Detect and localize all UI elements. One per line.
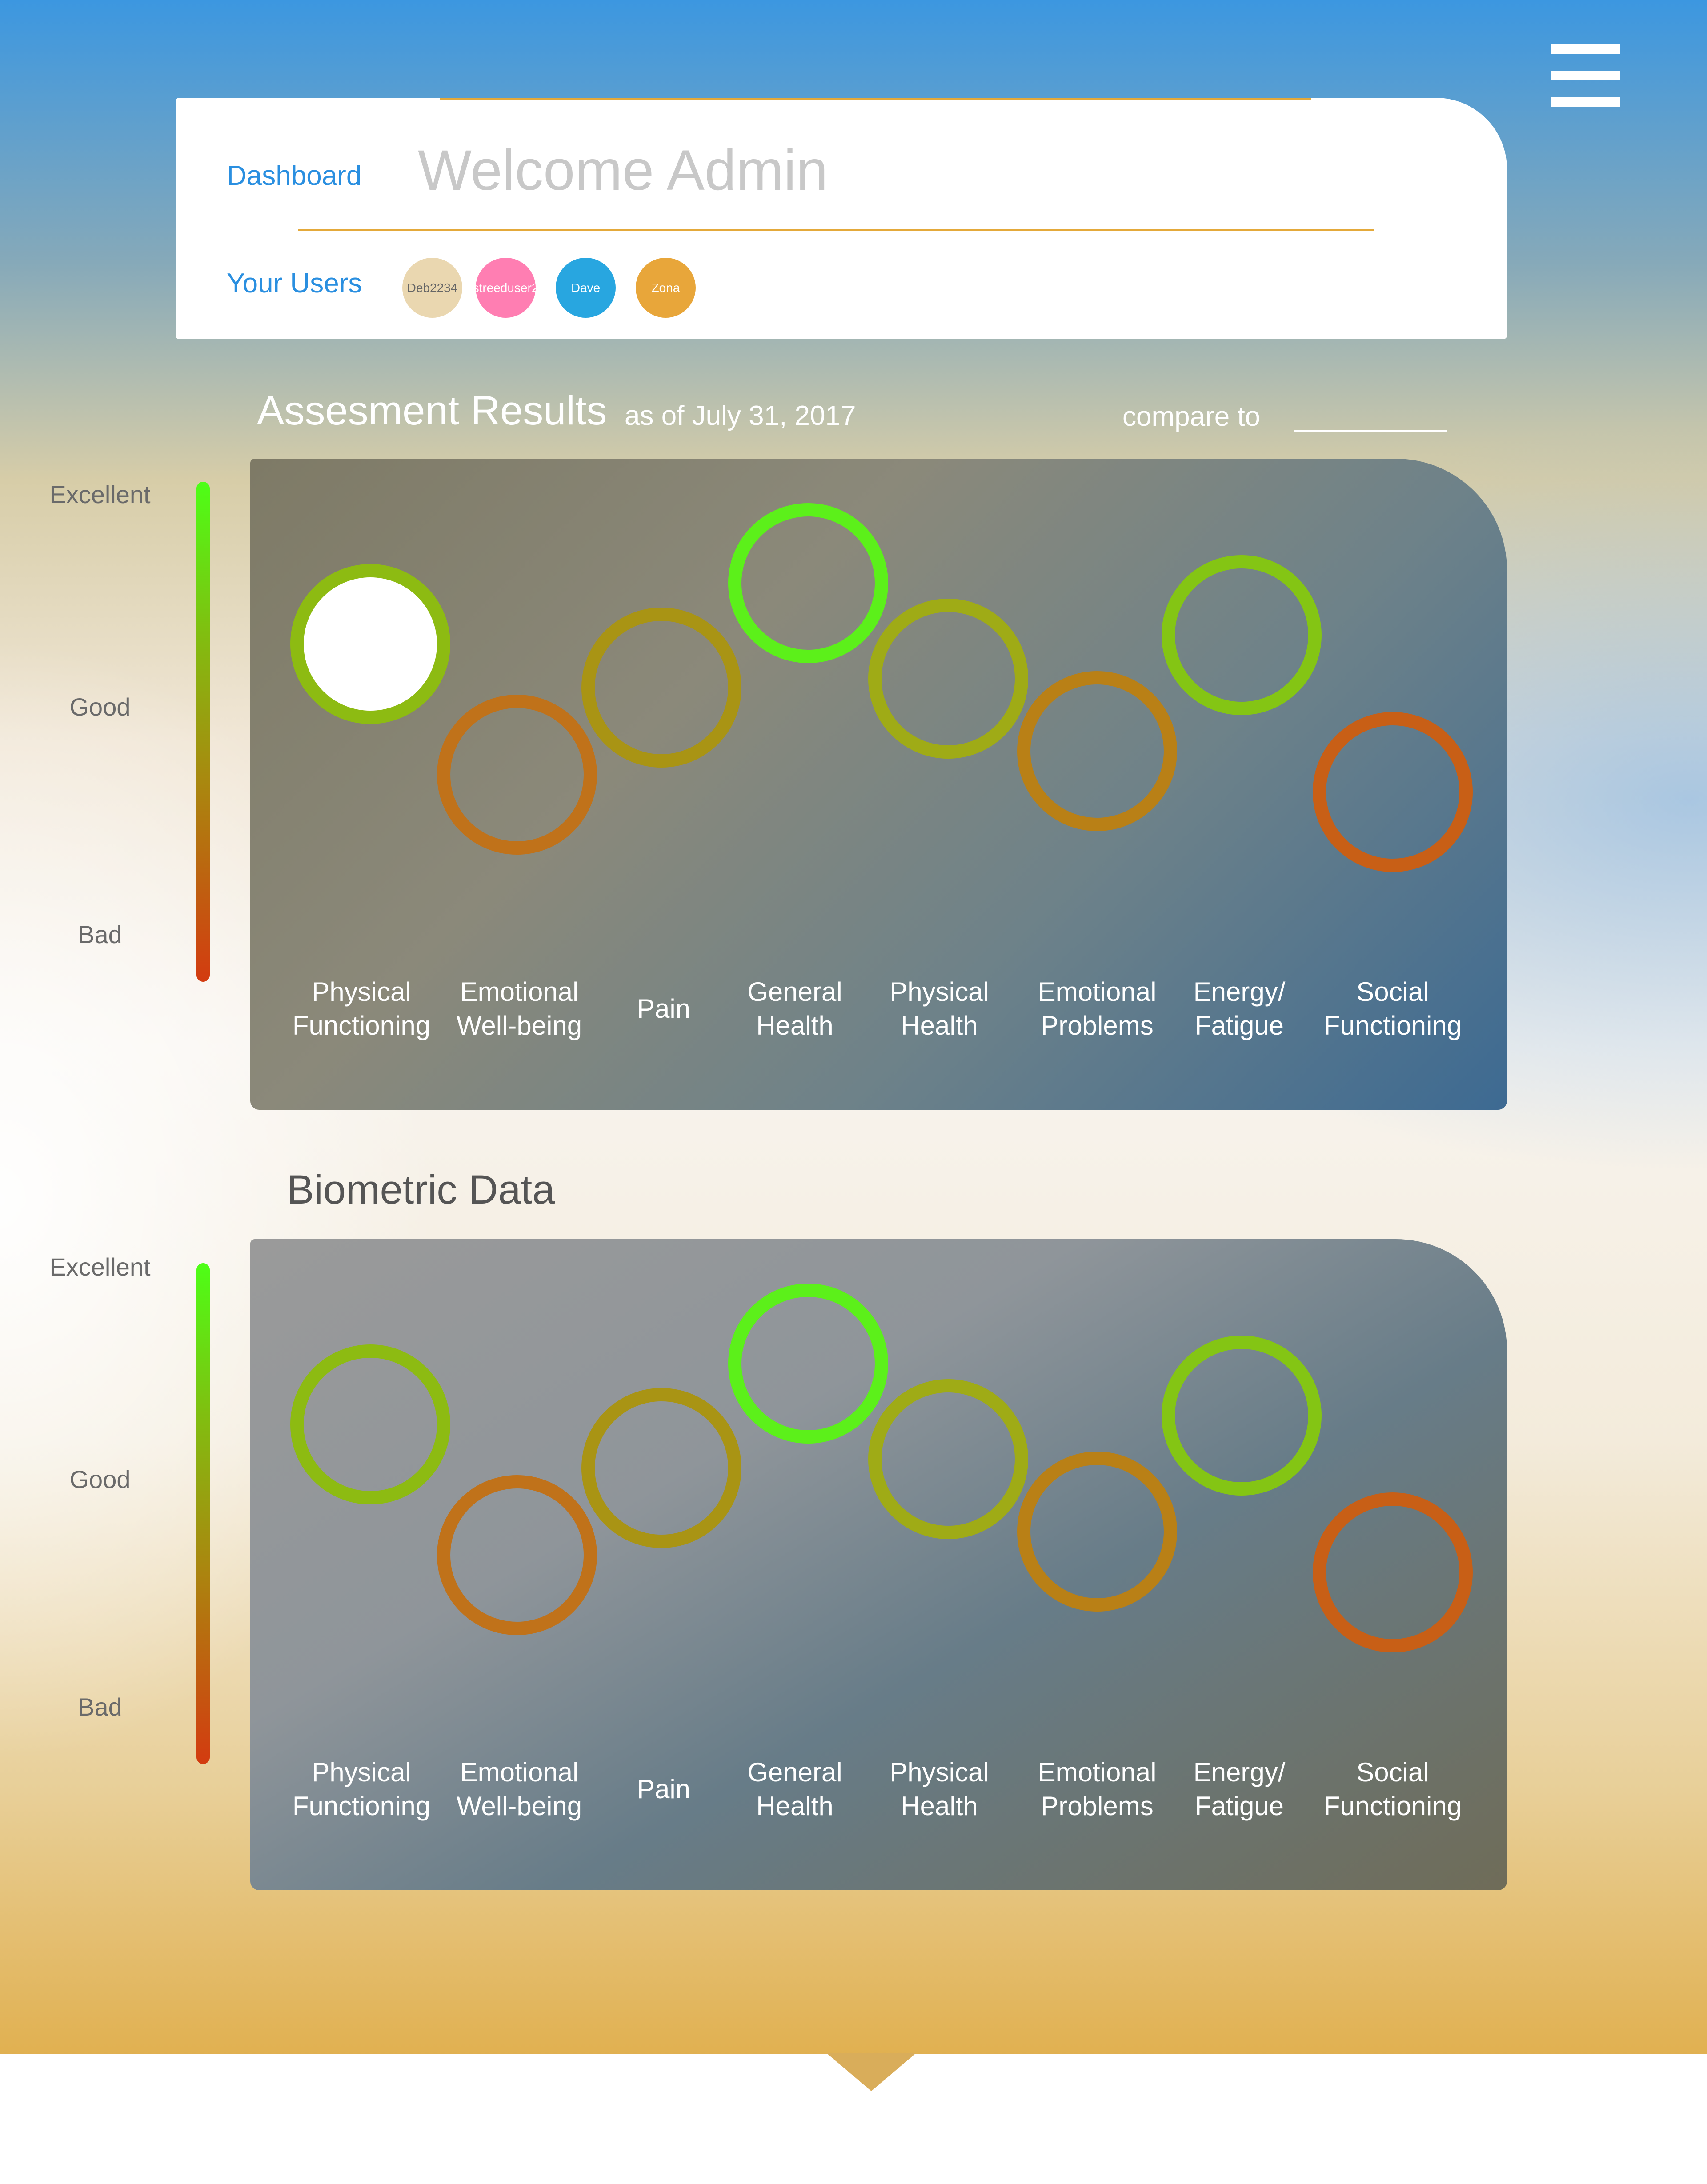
biometric-data-panel: Physical Functioning Emotional Well-being…: [250, 1239, 1507, 1890]
category-label: Emotional Well-being: [456, 1757, 582, 1821]
dashboard-link[interactable]: Dashboard: [227, 160, 362, 191]
assessment-results-panel: Physical Functioning Emotional Well-being…: [250, 459, 1507, 1110]
score-ring[interactable]: [581, 607, 741, 768]
score-ring[interactable]: [868, 1379, 1028, 1540]
category-label: General Health: [747, 1757, 842, 1821]
category-label: Pain: [637, 1774, 691, 1804]
compare-label: compare to: [1122, 401, 1261, 432]
header-accent-line: [440, 98, 1311, 100]
scale-good-label: Good: [69, 1465, 131, 1493]
score-ring[interactable]: [868, 599, 1028, 759]
biometric-title: Biometric Data: [287, 1167, 555, 1212]
assessment-title: Assesment Results: [257, 388, 607, 433]
score-ring[interactable]: [1162, 555, 1322, 716]
score-ring[interactable]: [1017, 1452, 1177, 1612]
user-avatar[interactable]: streeduser2: [476, 258, 536, 318]
category-label: Emotional Well-being: [456, 977, 582, 1040]
category-label: Emotional Problems: [1038, 977, 1157, 1040]
user-avatar[interactable]: Deb2234: [402, 258, 462, 318]
assessment-date: as of July 31, 2017: [625, 400, 856, 431]
score-ring[interactable]: [1313, 712, 1473, 872]
category-label: Pain: [637, 994, 691, 1024]
rating-scale-assessment: Excellent Good Bad: [0, 480, 213, 987]
scale-excellent-label: Excellent: [49, 480, 151, 508]
category-label: Energy/ Fatigue: [1193, 1757, 1286, 1821]
welcome-title: Welcome Admin: [418, 139, 828, 202]
scale-gradient-bar: [196, 482, 210, 982]
rating-scale-biometric: Excellent Good Bad: [0, 1252, 213, 1764]
scale-gradient-bar: [196, 1263, 210, 1764]
category-label: Physical Functioning: [292, 1757, 431, 1821]
score-ring[interactable]: [437, 694, 597, 855]
score-ring[interactable]: [290, 564, 450, 724]
header-divider: [298, 229, 1374, 231]
category-label: Social Functioning: [1323, 1757, 1462, 1821]
category-label: Social Functioning: [1323, 977, 1462, 1040]
your-users-link[interactable]: Your Users: [227, 268, 362, 299]
scale-bad-label: Bad: [78, 920, 122, 948]
category-label: Energy/ Fatigue: [1193, 977, 1286, 1040]
scale-excellent-label: Excellent: [49, 1253, 151, 1281]
score-ring[interactable]: [728, 1283, 888, 1444]
user-avatar[interactable]: Dave: [556, 258, 616, 318]
category-label: Physical Health: [890, 977, 989, 1040]
user-avatar[interactable]: Zona: [636, 258, 696, 318]
menu-icon[interactable]: [1551, 44, 1620, 107]
category-label: General Health: [747, 977, 842, 1040]
score-ring[interactable]: [290, 1344, 450, 1504]
scale-good-label: Good: [69, 693, 131, 721]
category-label: Physical Health: [890, 1757, 989, 1821]
score-ring[interactable]: [1162, 1336, 1322, 1496]
score-ring[interactable]: [1313, 1492, 1473, 1652]
score-ring[interactable]: [437, 1475, 597, 1635]
scale-bad-label: Bad: [78, 1693, 122, 1721]
category-label: Physical Functioning: [292, 977, 431, 1040]
score-ring[interactable]: [728, 503, 888, 663]
header-card: Dashboard Welcome Admin Your Users Deb22…: [176, 98, 1507, 339]
compare-input[interactable]: [1294, 430, 1447, 432]
score-ring[interactable]: [1017, 671, 1177, 832]
footer-arrow-icon[interactable]: [827, 2053, 916, 2091]
score-ring[interactable]: [581, 1388, 741, 1548]
category-label: Emotional Problems: [1038, 1757, 1157, 1821]
